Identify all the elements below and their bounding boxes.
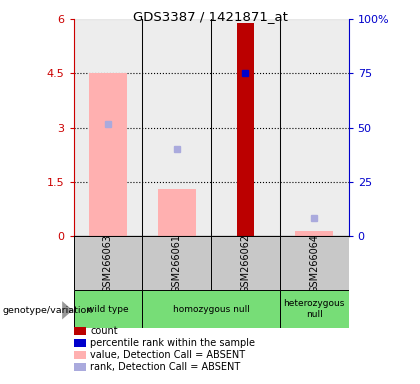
Text: GDS3387 / 1421871_at: GDS3387 / 1421871_at (133, 10, 287, 23)
Bar (142, 19, 211, 236)
Bar (74, 236, 142, 290)
Text: rank, Detection Call = ABSENT: rank, Detection Call = ABSENT (90, 362, 241, 372)
Bar (295, 231, 333, 236)
Bar (211, 236, 280, 290)
Bar (237, 23, 254, 236)
Bar (211, 19, 280, 236)
Text: GSM266062: GSM266062 (240, 233, 250, 293)
Bar (158, 189, 196, 236)
Bar (280, 236, 349, 290)
Bar (280, 290, 349, 328)
Bar (142, 236, 211, 290)
Polygon shape (62, 301, 73, 319)
Bar (142, 290, 280, 328)
Text: wild type: wild type (87, 305, 129, 314)
Text: GSM266063: GSM266063 (103, 233, 113, 293)
Text: homozygous null: homozygous null (173, 305, 249, 314)
Text: heterozygous
null: heterozygous null (284, 300, 345, 319)
Bar (280, 19, 349, 236)
Text: GSM266061: GSM266061 (172, 233, 182, 293)
Text: percentile rank within the sample: percentile rank within the sample (90, 338, 255, 348)
Text: genotype/variation: genotype/variation (2, 306, 92, 315)
Bar (74, 290, 142, 328)
Text: count: count (90, 326, 118, 336)
Text: GSM266064: GSM266064 (309, 233, 319, 293)
Bar (89, 73, 127, 236)
Text: value, Detection Call = ABSENT: value, Detection Call = ABSENT (90, 350, 245, 360)
Bar (74, 19, 142, 236)
